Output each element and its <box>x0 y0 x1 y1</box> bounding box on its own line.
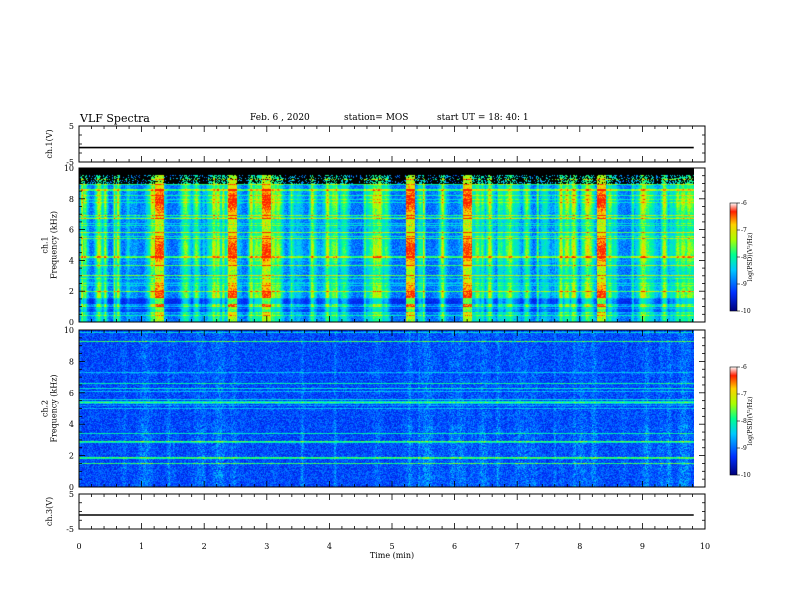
y-tick-label: -5 <box>66 158 74 167</box>
colorbar-tick-label: -8 <box>741 418 747 425</box>
y-tick-label: 5 <box>69 490 74 499</box>
x-axis-title: Time (min) <box>370 551 414 560</box>
y-axis-title: ch.1(V) <box>45 129 54 158</box>
x-tick-label: 5 <box>389 542 394 551</box>
x-tick-label: 0 <box>76 542 81 551</box>
y-axis-title: ch.2 <box>41 400 50 417</box>
y-tick-label: 8 <box>69 357 74 366</box>
y-tick-label: -5 <box>66 525 74 534</box>
y-tick-label: 6 <box>69 226 74 235</box>
start-time-label: start UT = 18: 40: 1 <box>437 113 529 123</box>
colorbar-ch1 <box>729 202 738 312</box>
colorbar-tick-label: -6 <box>741 364 747 371</box>
y-tick-label: 10 <box>64 164 74 173</box>
colorbar-ch2 <box>729 366 738 476</box>
y-axis-title: Frequency (kHz) <box>50 211 59 279</box>
colorbar-tick-label: -8 <box>741 254 747 261</box>
colorbar-title: log(PSD)(V²/Hz) <box>747 397 754 446</box>
y-tick-label: 6 <box>69 389 74 398</box>
y-tick-label: 8 <box>69 195 74 204</box>
colorbar-tick-label: -9 <box>741 445 747 452</box>
y-tick-label: 10 <box>64 326 74 335</box>
colorbar-title: log(PSD)(V²/Hz) <box>747 233 754 282</box>
spectrogram-ch2 <box>79 330 694 487</box>
colorbar-tick-label: -7 <box>741 391 747 398</box>
chart-title: VLF Spectra <box>80 112 150 125</box>
colorbar-tick-label: -9 <box>741 281 747 288</box>
colorbar-tick-label: -7 <box>741 227 747 234</box>
x-tick-label: 3 <box>264 542 269 551</box>
spectrogram-ch1 <box>79 168 694 322</box>
y-tick-label: 0 <box>69 318 74 327</box>
colorbar-tick-label: -6 <box>741 200 747 207</box>
y-tick-label: 2 <box>69 452 74 461</box>
y-axis-title: Frequency (kHz) <box>50 374 59 442</box>
x-tick-label: 8 <box>577 542 582 551</box>
y-tick-label: 0 <box>69 483 74 492</box>
x-tick-label: 1 <box>139 542 144 551</box>
x-tick-label: 10 <box>700 542 710 551</box>
colorbar-tick-label: -10 <box>741 472 751 479</box>
y-axis-title: ch.3(V) <box>45 497 54 526</box>
y-tick-label: 5 <box>69 122 74 131</box>
colorbar-tick-label: -10 <box>741 308 751 315</box>
x-tick-label: 2 <box>202 542 207 551</box>
x-tick-label: 4 <box>327 542 332 551</box>
y-tick-label: 2 <box>69 287 74 296</box>
y-tick-label: 4 <box>69 256 74 265</box>
x-tick-label: 9 <box>640 542 645 551</box>
x-tick-label: 7 <box>515 542 520 551</box>
y-tick-label: 4 <box>69 420 74 429</box>
x-tick-label: 6 <box>452 542 457 551</box>
y-axis-title: ch.1 <box>41 236 50 253</box>
date-label: Feb. 6 , 2020 <box>250 113 310 123</box>
station-label: station= MOS <box>344 113 409 123</box>
